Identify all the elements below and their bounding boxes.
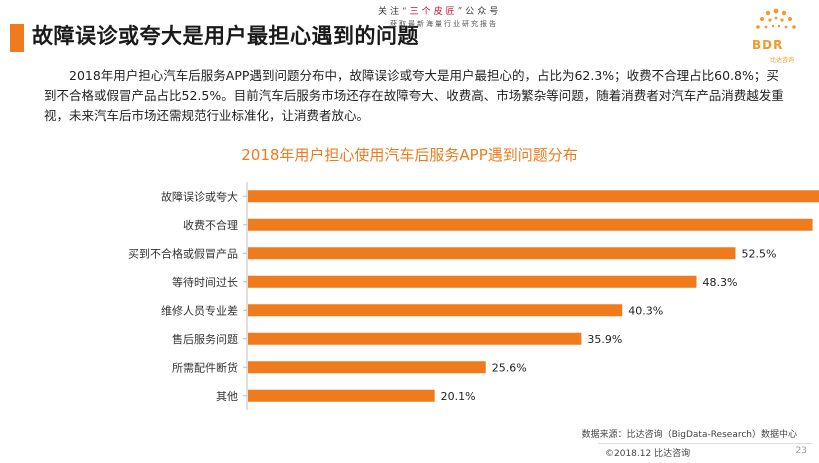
page-title: 故障误诊或夸大是用户最担心遇到的问题 — [32, 24, 419, 48]
category-label: 维修人员专业差 — [161, 303, 238, 317]
category-label: 其他 — [216, 390, 238, 403]
chart-title: 2018年用户担心使用汽车后服务APP遇到问题分布 — [241, 146, 578, 164]
bar — [248, 332, 582, 345]
promo-suffix: 公众号 — [465, 7, 502, 17]
value-label: 40.3% — [628, 304, 663, 317]
bar — [248, 190, 819, 203]
bar — [248, 361, 486, 374]
value-label: 48.3% — [703, 276, 738, 289]
category-label: 收费不合理 — [183, 218, 238, 232]
logo-text: BDR — [752, 38, 784, 52]
data-source: 数据来源：比达咨询（BigData-Research）数据中心 — [581, 430, 797, 440]
category-label: 等待时间过长 — [172, 275, 238, 289]
value-label: 25.6% — [492, 361, 527, 374]
category-label: 所需配件断货 — [172, 360, 238, 374]
value-label: 20.1% — [441, 390, 476, 403]
bar — [248, 389, 435, 402]
category-label: 售后服务问题 — [172, 332, 238, 346]
category-label: 故障误诊或夸大 — [161, 189, 238, 203]
bar — [248, 247, 736, 260]
footer-divider — [598, 443, 812, 444]
category-label: 买到不合格或假冒产品 — [128, 246, 238, 260]
page-number: 23 — [795, 446, 807, 456]
logo-subtitle: 比达咨询 — [770, 57, 795, 64]
promo-banner: 关注“三个皮匠”公众号 — [378, 4, 501, 17]
summary-paragraph: 2018年用户担心汽车后服务APP遇到问题分布中，故障误诊或夸大是用户最担心的，… — [44, 68, 784, 123]
bar — [248, 275, 697, 288]
bar — [248, 304, 623, 317]
value-label: 52.5% — [742, 247, 777, 260]
bdr-logo-icon — [756, 8, 796, 29]
promo-prefix: 关注 — [378, 7, 403, 17]
bar — [248, 218, 813, 231]
title-accent-mark — [10, 24, 24, 52]
promo-subtitle: 获取最新海量行业研究报告 — [390, 20, 498, 28]
promo-highlight: “三个皮匠” — [402, 7, 466, 17]
value-label: 35.9% — [587, 333, 622, 346]
copyright: ©2018.12 比达咨询 — [605, 449, 691, 459]
